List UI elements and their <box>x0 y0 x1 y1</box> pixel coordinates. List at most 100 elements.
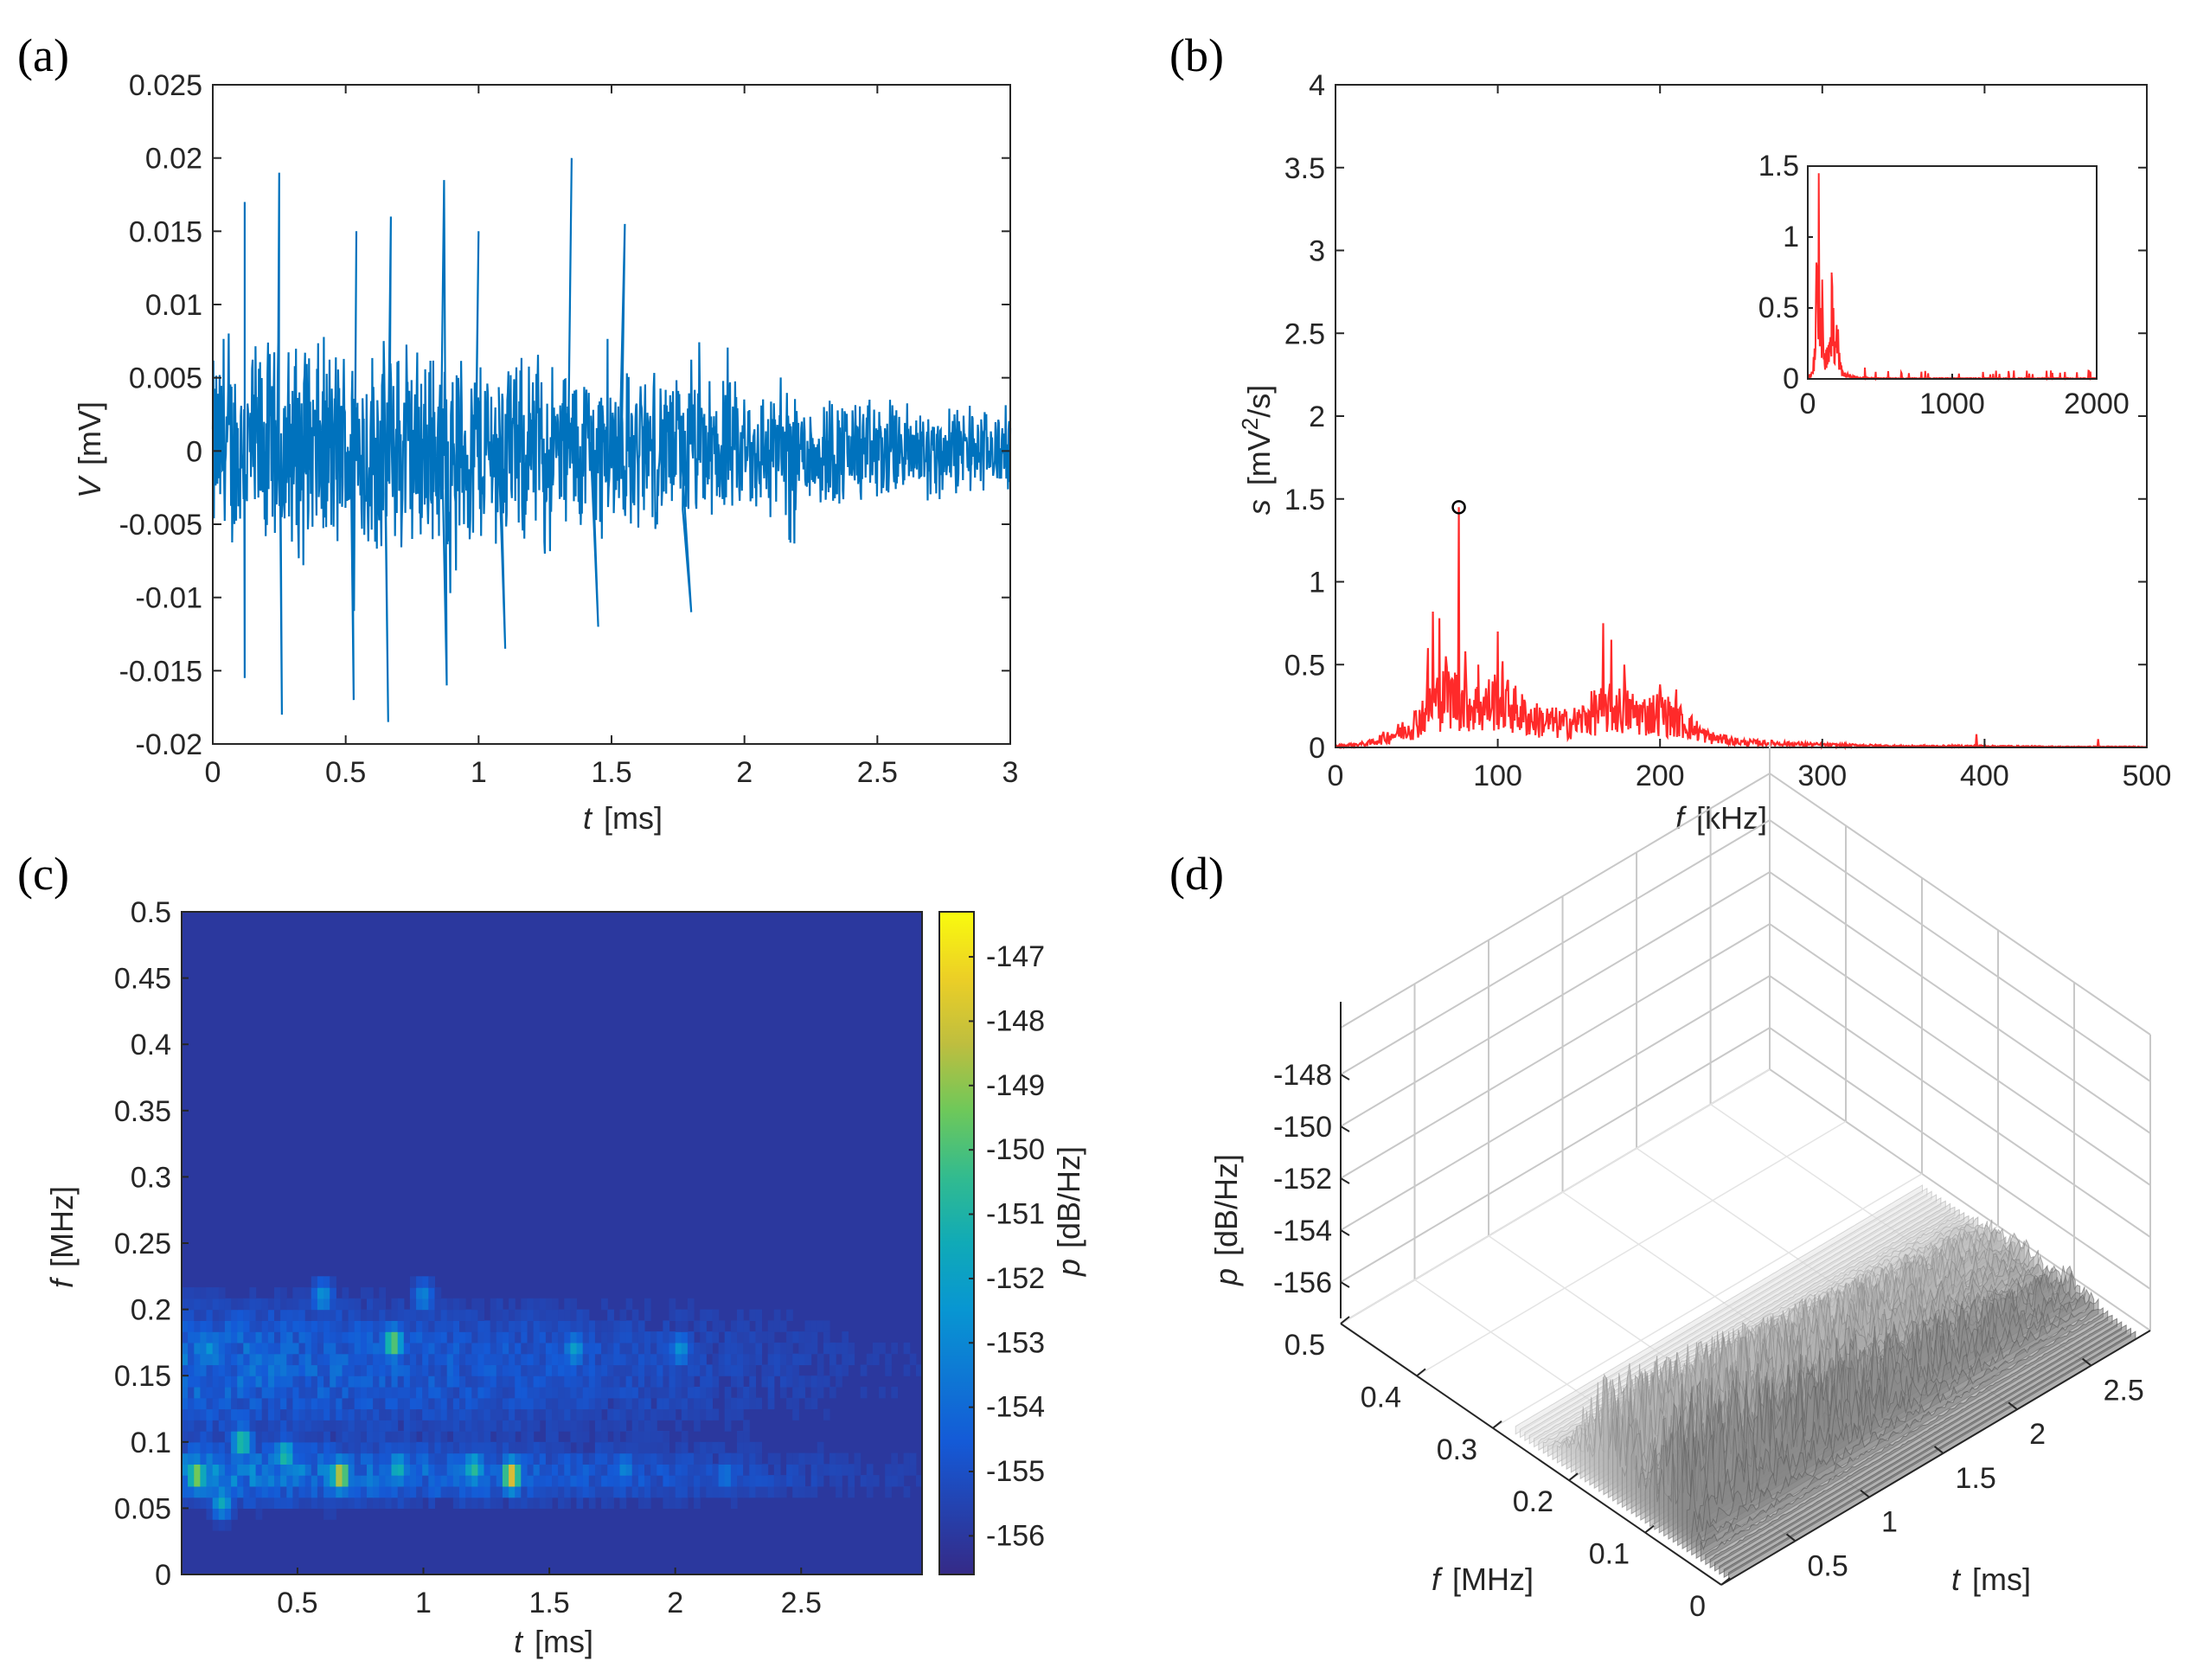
panel-c-heatmap-cell <box>496 1464 503 1476</box>
panel-c-heatmap-cell <box>317 1464 324 1476</box>
panel-c-heatmap-cell <box>434 1408 442 1420</box>
panel-c-heatmap-cell <box>255 1298 263 1311</box>
panel-c-heatmap-cell <box>261 1298 269 1311</box>
panel-c-heatmap-cell <box>515 1452 522 1465</box>
panel-c-heatmap-cell <box>743 1452 750 1465</box>
panel-b-y-label-unit-post: /s] <box>1241 385 1277 418</box>
panel-a-y-tick-label: 0.01 <box>145 289 202 322</box>
panel-c-heatmap-cell <box>218 1408 226 1420</box>
panel-c-heatmap-cell <box>706 1408 713 1420</box>
panel-c-heatmap-cell <box>607 1441 614 1454</box>
panel-c-heatmap-cell <box>274 1309 281 1321</box>
panel-c-heatmap-cell <box>280 1441 287 1454</box>
panel-c-heatmap-cell <box>212 1452 220 1465</box>
panel-b-y-tick-label: 2 <box>1309 401 1325 433</box>
panel-c-heatmap-cell <box>194 1452 201 1465</box>
panel-c-heatmap-cell <box>502 1342 509 1355</box>
panel-c-heatmap-cell <box>267 1342 275 1355</box>
panel-c-heatmap-cell <box>885 1485 892 1498</box>
panel-c-heatmap-cell <box>743 1342 750 1355</box>
panel-c-heatmap-cell <box>631 1387 639 1399</box>
panel-c-heatmap-cell <box>601 1331 608 1343</box>
panel-c-heatmap-cell <box>261 1375 269 1388</box>
panel-c-heatmap-cell <box>588 1475 596 1487</box>
panel-c-heatmap-cell <box>477 1320 485 1332</box>
panel-c-heatmap-cell <box>558 1408 565 1420</box>
panel-c-heatmap-cell <box>188 1331 195 1343</box>
panel-c-heatmap-cell <box>601 1397 608 1410</box>
panel-c-heatmap-cell <box>446 1485 454 1498</box>
panel-c-heatmap-cell <box>379 1452 386 1465</box>
panel-d-t-tick-label: 2 <box>2029 1418 2046 1451</box>
panel-c-heatmap-cell <box>267 1364 275 1376</box>
panel-c-heatmap-cell <box>644 1364 651 1376</box>
panel-c-heatmap-cell <box>243 1364 250 1376</box>
panel-c-heatmap-cell <box>477 1441 485 1454</box>
panel-c-heatmap-cell <box>379 1364 386 1376</box>
panel-c-heatmap-cell <box>885 1464 892 1476</box>
panel-c-heatmap-cell <box>798 1353 805 1366</box>
panel-c-heatmap-cell <box>669 1375 676 1388</box>
panel-c-heatmap-cell <box>619 1364 627 1376</box>
panel-c-heatmap-cell <box>515 1353 522 1366</box>
panel-c-heatmap-cell <box>280 1298 287 1311</box>
panel-c-heatmap-cell <box>496 1353 503 1366</box>
panel-c-heatmap-cell <box>428 1397 435 1410</box>
panel-c-heatmap-cell <box>311 1342 318 1355</box>
panel-c-heatmap-cell <box>459 1441 466 1454</box>
panel-c-heatmap-cell <box>539 1475 547 1487</box>
panel-c-heatmap-cell <box>231 1375 238 1388</box>
panel-c-heatmap-cell <box>872 1342 880 1355</box>
panel-c-heatmap-cell <box>391 1497 399 1509</box>
panel-c-heatmap-cell <box>224 1420 232 1432</box>
panel-c-heatmap-cell <box>576 1497 584 1509</box>
panel-c-heatmap-cell <box>212 1441 220 1454</box>
panel-c-heatmap-cell <box>687 1464 695 1476</box>
panel-c-heatmap-cell <box>360 1353 368 1366</box>
panel-c-heatmap-cell <box>484 1464 491 1476</box>
panel-c-heatmap-cell <box>373 1364 380 1376</box>
panel-c-heatmap-cell <box>354 1431 362 1443</box>
panel-c-heatmap-cell <box>231 1497 238 1509</box>
panel-c-heatmap-cell <box>650 1452 657 1465</box>
panel-c-heatmap-cell <box>323 1431 330 1443</box>
panel-c-heatmap-cell <box>330 1320 336 1332</box>
panel-c-heatmap-cell <box>311 1309 318 1321</box>
panel-c-heatmap-cell <box>700 1452 707 1465</box>
panel-c-heatmap-cell <box>267 1331 275 1343</box>
panel-c-heatmap-cell <box>311 1464 318 1476</box>
panel-d-p-tick-label: -152 <box>1273 1163 1332 1196</box>
panel-c-heatmap-cell <box>687 1342 695 1355</box>
panel-c-heatmap-cell <box>367 1464 374 1476</box>
panel-c-heatmap-cell <box>397 1397 405 1410</box>
panel-c-heatmap-cell <box>663 1387 670 1399</box>
panel-c-heatmap-cell <box>521 1397 528 1410</box>
panel-c-heatmap-cell <box>336 1320 343 1332</box>
panel-c-heatmap-cell <box>243 1320 250 1332</box>
panel-c-heatmap-cell <box>224 1387 232 1399</box>
panel-c-heatmap-cell <box>416 1331 423 1343</box>
panel-d-floor-gridline-f <box>1340 1068 1771 1324</box>
panel-c-heatmap-cell <box>471 1331 478 1343</box>
panel-c-heatmap-cell <box>644 1309 651 1321</box>
panel-c-heatmap-cell <box>422 1397 429 1410</box>
panel-c-heatmap-cell <box>348 1397 355 1410</box>
panel-c-heatmap-cell <box>866 1464 874 1476</box>
panel-c-heatmap-cell <box>465 1420 472 1432</box>
panel-c-heatmap-cell <box>304 1408 312 1420</box>
panel-c-heatmap-cell <box>706 1441 713 1454</box>
panel-c-heatmap-cell <box>663 1408 670 1420</box>
panel-c-x-tick-label: 1 <box>415 1587 432 1619</box>
panel-c-heatmap-cell <box>416 1441 423 1454</box>
panel-c-heatmap-cell <box>515 1464 522 1476</box>
panel-c-heatmap-cell <box>212 1508 220 1520</box>
panel-c-heatmap-cell <box>373 1485 380 1498</box>
panel-c-heatmap-cell <box>403 1353 411 1366</box>
panel-c-heatmap-cell <box>446 1441 454 1454</box>
panel-c-heatmap-cell <box>311 1497 318 1509</box>
panel-c-heatmap-cell <box>552 1441 559 1454</box>
panel-c-heatmap-cell <box>286 1364 293 1376</box>
panel-c-heatmap-cell <box>773 1452 781 1465</box>
panel-c-heatmap-cell <box>403 1364 411 1376</box>
panel-c-heatmap-cell <box>286 1309 293 1321</box>
